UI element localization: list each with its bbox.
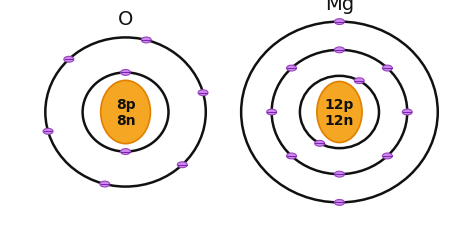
Ellipse shape [120,70,131,76]
Ellipse shape [286,153,297,159]
Text: 8p
8n: 8p 8n [116,97,135,128]
Ellipse shape [141,38,151,44]
Ellipse shape [317,82,362,143]
Ellipse shape [43,129,53,135]
Ellipse shape [315,141,325,147]
Ellipse shape [198,90,208,96]
Ellipse shape [286,66,297,72]
Ellipse shape [334,171,345,177]
Ellipse shape [334,48,345,54]
Ellipse shape [101,81,150,144]
Ellipse shape [382,66,392,72]
Ellipse shape [334,20,345,25]
Ellipse shape [64,57,74,63]
Text: O: O [118,10,133,29]
Ellipse shape [402,110,412,115]
Ellipse shape [382,153,392,159]
Ellipse shape [100,181,110,187]
Ellipse shape [120,149,131,155]
Ellipse shape [177,162,187,168]
Ellipse shape [267,110,277,115]
Text: Mg: Mg [325,0,354,14]
Text: 12p
12n: 12p 12n [325,97,354,128]
Ellipse shape [354,78,364,84]
Ellipse shape [334,200,345,205]
